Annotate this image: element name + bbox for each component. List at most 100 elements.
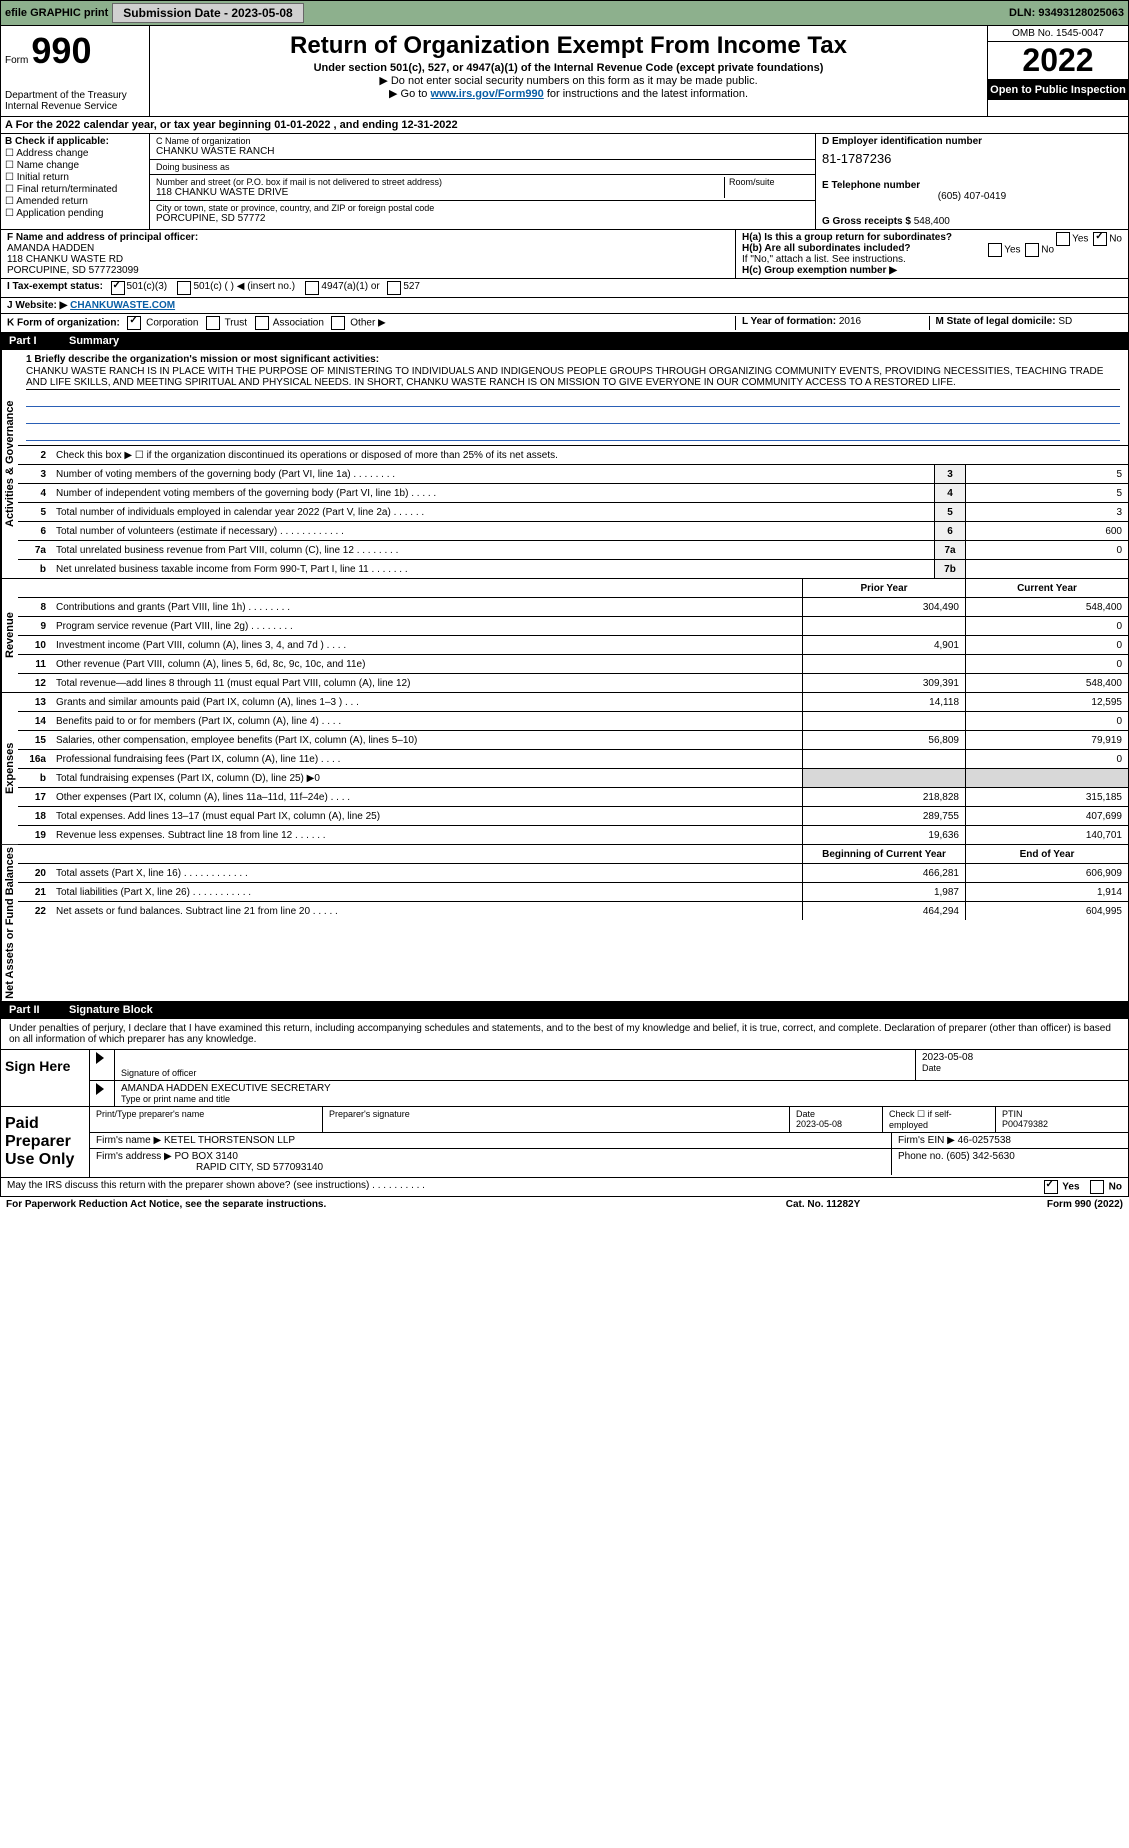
ein-value: 81-1787236 <box>822 151 1122 166</box>
governance-line: 5Total number of individuals employed in… <box>18 503 1128 522</box>
governance-line: 7aTotal unrelated business revenue from … <box>18 541 1128 560</box>
ha-row: H(a) Is this a group return for subordin… <box>742 232 1122 243</box>
dba-cell: Doing business as <box>150 160 815 175</box>
tax-year: 2022 <box>988 42 1128 80</box>
section-b-label: B Check if applicable: <box>5 136 145 147</box>
hb-yes[interactable] <box>988 243 1002 257</box>
status-4947[interactable] <box>305 281 319 295</box>
website-link[interactable]: CHANKUWASTE.COM <box>70 300 175 311</box>
section-fh: F Name and address of principal officer:… <box>0 230 1129 279</box>
footer-left: For Paperwork Reduction Act Notice, see … <box>6 1199 723 1210</box>
arrow-icon <box>96 1052 104 1064</box>
form-number: 990 <box>31 30 91 71</box>
data-line: 10Investment income (Part VIII, column (… <box>18 636 1128 655</box>
org-name-cell: C Name of organization CHANKU WASTE RANC… <box>150 134 815 160</box>
data-line: 18Total expenses. Add lines 13–17 (must … <box>18 807 1128 826</box>
data-line: 12Total revenue—add lines 8 through 11 (… <box>18 674 1128 692</box>
phone-value: (605) 407-0419 <box>822 191 1122 202</box>
label-net-assets: Net Assets or Fund Balances <box>1 845 18 1001</box>
org-corporation[interactable] <box>127 316 141 330</box>
header-mid: Return of Organization Exempt From Incom… <box>150 26 987 116</box>
form-subtitle: Under section 501(c), 527, or 4947(a)(1)… <box>160 62 977 74</box>
row-i: I Tax-exempt status: 501(c)(3) 501(c) ( … <box>0 279 1129 298</box>
governance-line: 3Number of voting members of the governi… <box>18 465 1128 484</box>
check-final-return[interactable]: ☐ Final return/terminated <box>5 184 145 195</box>
year-formation: 2016 <box>839 316 861 327</box>
section-h: H(a) Is this a group return for subordin… <box>735 230 1128 278</box>
check-amended-return[interactable]: ☐ Amended return <box>5 196 145 207</box>
section-f: F Name and address of principal officer:… <box>1 230 735 278</box>
street-address: 118 CHANKU WASTE DRIVE <box>156 187 724 198</box>
label-governance: Activities & Governance <box>1 350 18 578</box>
arrow-icon <box>96 1083 104 1095</box>
header-left: Form 990 Department of the Treasury Inte… <box>1 26 150 116</box>
may-irs-row: May the IRS discuss this return with the… <box>0 1178 1129 1197</box>
check-initial-return[interactable]: ☐ Initial return <box>5 172 145 183</box>
footer-mid: Cat. No. 11282Y <box>723 1199 923 1210</box>
status-501c[interactable] <box>177 281 191 295</box>
section-d: D Employer identification number 81-1787… <box>815 134 1128 229</box>
ein-label: D Employer identification number <box>822 136 1122 147</box>
footer-right: Form 990 (2022) <box>923 1199 1123 1210</box>
section-b: B Check if applicable: ☐ Address change … <box>1 134 150 229</box>
data-line: 8Contributions and grants (Part VIII, li… <box>18 598 1128 617</box>
firm-address2: RAPID CITY, SD 577093140 <box>196 1162 885 1173</box>
page-footer: For Paperwork Reduction Act Notice, see … <box>0 1197 1129 1212</box>
efile-label: efile GRAPHIC print <box>5 7 108 19</box>
paid-preparer-label: Paid Preparer Use Only <box>1 1107 90 1177</box>
governance-line: 2Check this box ▶ ☐ if the organization … <box>18 446 1128 465</box>
firm-phone: (605) 342-5630 <box>946 1151 1014 1162</box>
topbar: efile GRAPHIC print Submission Date - 20… <box>0 0 1129 26</box>
ha-no[interactable] <box>1093 232 1107 246</box>
check-address-change[interactable]: ☐ Address change <box>5 148 145 159</box>
sig-officer-label: Signature of officer <box>121 1068 909 1078</box>
city-cell: City or town, state or province, country… <box>150 201 815 226</box>
ha-yes[interactable] <box>1056 232 1070 246</box>
phone-label: E Telephone number <box>822 180 1122 191</box>
part1-header: Part I Summary <box>0 333 1129 350</box>
org-other[interactable] <box>331 316 345 330</box>
data-line: 15Salaries, other compensation, employee… <box>18 731 1128 750</box>
preparer-date: 2023-05-08 <box>796 1119 842 1129</box>
may-irs-yes[interactable] <box>1044 1180 1058 1194</box>
mission-text: CHANKU WASTE RANCH IS IN PLACE WITH THE … <box>26 365 1120 390</box>
form-note1: ▶ Do not enter social security numbers o… <box>160 74 977 87</box>
paid-preparer-block: Paid Preparer Use Only Print/Type prepar… <box>0 1107 1129 1178</box>
self-employed-check[interactable]: Check ☐ if self-employed <box>883 1107 996 1132</box>
org-trust[interactable] <box>206 316 220 330</box>
section-expenses: Expenses 13Grants and similar amounts pa… <box>0 693 1129 845</box>
mission-block: 1 Briefly describe the organization's mi… <box>18 350 1128 446</box>
data-line: 19Revenue less expenses. Subtract line 1… <box>18 826 1128 844</box>
section-revenue: Revenue Prior Year Current Year 8Contrib… <box>0 579 1129 693</box>
may-irs-no[interactable] <box>1090 1180 1104 1194</box>
form-title: Return of Organization Exempt From Incom… <box>160 32 977 60</box>
revenue-header-row: Prior Year Current Year <box>18 579 1128 598</box>
data-line: bTotal fundraising expenses (Part IX, co… <box>18 769 1128 788</box>
department-label: Department of the Treasury Internal Reve… <box>5 90 145 112</box>
status-527[interactable] <box>387 281 401 295</box>
officer-name: AMANDA HADDEN <box>7 243 729 254</box>
section-c: C Name of organization CHANKU WASTE RANC… <box>150 134 815 229</box>
irs-link[interactable]: www.irs.gov/Form990 <box>430 88 543 100</box>
data-line: 14Benefits paid to or for members (Part … <box>18 712 1128 731</box>
org-name: CHANKU WASTE RANCH <box>156 146 809 157</box>
open-public-badge: Open to Public Inspection <box>988 80 1128 100</box>
hb-note: If "No," attach a list. See instructions… <box>742 254 1122 265</box>
row-a-tax-year: A For the 2022 calendar year, or tax yea… <box>0 117 1129 134</box>
net-header-row: Beginning of Current Year End of Year <box>18 845 1128 864</box>
label-revenue: Revenue <box>1 579 18 692</box>
submission-date-button[interactable]: Submission Date - 2023-05-08 <box>112 3 303 23</box>
section-net-assets: Net Assets or Fund Balances Beginning of… <box>0 845 1129 1002</box>
org-association[interactable] <box>255 316 269 330</box>
firm-ein: 46-0257538 <box>958 1135 1011 1146</box>
officer-name-title: AMANDA HADDEN EXECUTIVE SECRETARY <box>121 1083 1122 1094</box>
status-501c3[interactable] <box>111 281 125 295</box>
check-application-pending[interactable]: ☐ Application pending <box>5 208 145 219</box>
row-j: J Website: ▶ CHANKUWASTE.COM <box>0 298 1129 314</box>
omb-number: OMB No. 1545-0047 <box>988 26 1128 42</box>
state-domicile: SD <box>1058 316 1072 327</box>
check-name-change[interactable]: ☐ Name change <box>5 160 145 171</box>
officer-street: 118 CHANKU WASTE RD <box>7 254 729 265</box>
hb-no[interactable] <box>1025 243 1039 257</box>
section-governance: Activities & Governance 1 Briefly descri… <box>0 350 1129 579</box>
